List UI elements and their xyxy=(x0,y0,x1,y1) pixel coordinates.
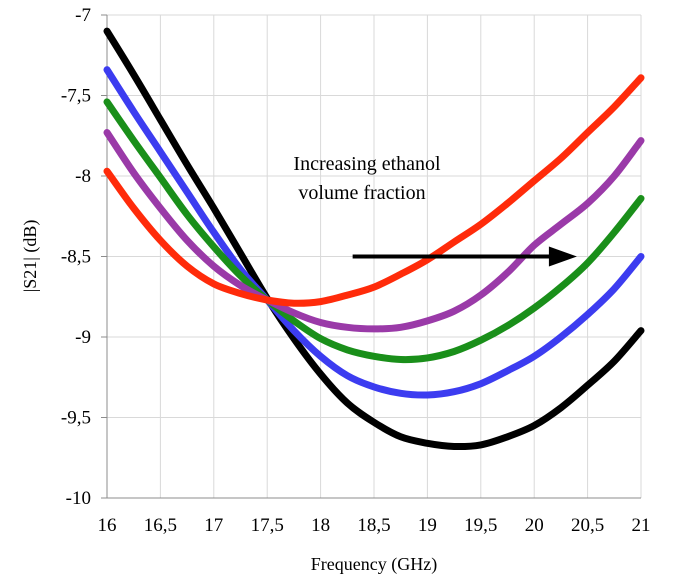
y-tick-label: -10 xyxy=(66,488,91,509)
y-tick-label: -9 xyxy=(75,327,91,348)
x-tick-label: 18 xyxy=(311,515,330,536)
y-tick-label: -8,5 xyxy=(61,247,91,268)
series-line-3 xyxy=(103,98,645,364)
y-tick-label: -9,5 xyxy=(61,408,91,429)
annotation-arrow-head xyxy=(548,246,577,267)
y-tick-label: -7 xyxy=(75,5,91,26)
x-tick-label: 18,5 xyxy=(357,515,390,536)
series-lines xyxy=(103,27,645,451)
series-line-1 xyxy=(103,27,645,451)
series-line-5 xyxy=(103,74,645,307)
y-tick-label: -8 xyxy=(75,166,91,187)
x-tick-label: 20,5 xyxy=(571,515,604,536)
x-tick-label: 16,5 xyxy=(144,515,177,536)
y-tick-label: -7,5 xyxy=(61,86,91,107)
x-tick-label: 17 xyxy=(204,515,223,536)
x-tick-label: 21 xyxy=(632,515,651,536)
x-axis-title: Frequency (GHz) xyxy=(311,554,437,575)
x-tick-label: 17,5 xyxy=(251,515,284,536)
x-tick-label: 19,5 xyxy=(464,515,497,536)
tick-labels: 16 16,5 17 17,5 18 18,5 19 19,5 20 20,5 21 -10 -9,5 -… xyxy=(61,5,651,536)
x-tick-label: 19 xyxy=(418,515,437,536)
axes xyxy=(101,14,641,499)
annotation: Increasing ethanol volume fraction xyxy=(293,153,577,267)
x-tick-label: 16 xyxy=(98,515,117,536)
annotation-line-1: Increasing ethanol xyxy=(293,153,441,175)
series-line-4 xyxy=(103,129,645,333)
y-axis-title: |S21| (dB) xyxy=(20,220,41,293)
series-line-2 xyxy=(103,66,645,399)
x-tick-label: 20 xyxy=(525,515,544,536)
annotation-line-2: volume fraction xyxy=(298,182,425,204)
